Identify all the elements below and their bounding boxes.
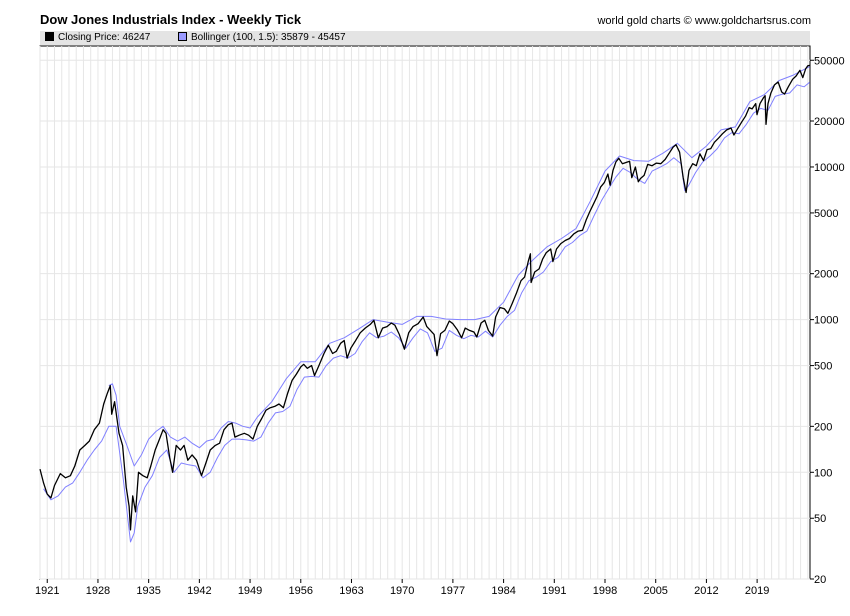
series-line-bollinger-lower bbox=[43, 81, 810, 543]
plot-area bbox=[39, 45, 811, 580]
x-tick-label: 2019 bbox=[745, 585, 769, 597]
y-tick-label: 50 bbox=[814, 513, 826, 525]
y-tick-label: 200 bbox=[814, 421, 832, 433]
y-tick-label: 2000 bbox=[814, 269, 838, 281]
legend-swatch-closing bbox=[45, 32, 54, 41]
x-tick-label: 1963 bbox=[339, 585, 363, 597]
y-tick-label: 100 bbox=[814, 467, 832, 479]
y-tick-label: 10000 bbox=[814, 162, 845, 174]
y-tick-label: 500 bbox=[814, 361, 832, 373]
series-line-bollinger-upper bbox=[108, 66, 810, 467]
y-tick-label: 20000 bbox=[814, 116, 845, 128]
x-tick-label: 1991 bbox=[542, 585, 566, 597]
vertical-gridlines bbox=[39, 46, 809, 579]
x-tick-label: 1998 bbox=[593, 585, 617, 597]
x-axis-ticks: 1921 1928 1935 1942 1949 1956 1963 1970 1977 1984… bbox=[35, 579, 769, 597]
x-tick-label: 1921 bbox=[35, 585, 59, 597]
legend-label-closing: Closing Price: 46247 bbox=[58, 32, 151, 43]
x-tick-label: 1928 bbox=[86, 585, 110, 597]
y-tick-label: 1000 bbox=[814, 315, 838, 327]
x-tick-label: 2005 bbox=[643, 585, 667, 597]
x-tick-label: 1935 bbox=[136, 585, 160, 597]
x-tick-label: 1970 bbox=[390, 585, 414, 597]
series-group bbox=[39, 64, 810, 543]
legend-swatch-bollinger bbox=[178, 32, 187, 41]
legend-item-bollinger: Bollinger (100, 1.5): 35879 - 45457 bbox=[178, 31, 346, 45]
x-tick-label: 2012 bbox=[694, 585, 718, 597]
x-tick-label: 1942 bbox=[187, 585, 211, 597]
y-tick-label: 50000 bbox=[814, 55, 845, 67]
legend-bar: Closing Price: 46247 Bollinger (100, 1.5… bbox=[40, 31, 810, 45]
x-tick-label: 1949 bbox=[238, 585, 262, 597]
x-tick-label: 1956 bbox=[289, 585, 313, 597]
y-axis-ticks: 50000 20000 10000 5000 2000 1000 500 200 100 50 20 bbox=[810, 55, 845, 586]
legend-label-bollinger: Bollinger (100, 1.5): 35879 - 45457 bbox=[191, 32, 346, 43]
y-tick-label: 20 bbox=[814, 574, 826, 586]
series-line-closing-price bbox=[39, 64, 810, 531]
x-tick-label: 1977 bbox=[441, 585, 465, 597]
chart-credit: world gold charts © www.goldchartsrus.co… bbox=[597, 15, 811, 27]
y-tick-label: 5000 bbox=[814, 208, 838, 220]
chart-title: Dow Jones Industrials Index - Weekly Tic… bbox=[40, 12, 302, 27]
legend-item-closing: Closing Price: 46247 bbox=[45, 31, 150, 45]
x-tick-label: 1984 bbox=[491, 585, 515, 597]
